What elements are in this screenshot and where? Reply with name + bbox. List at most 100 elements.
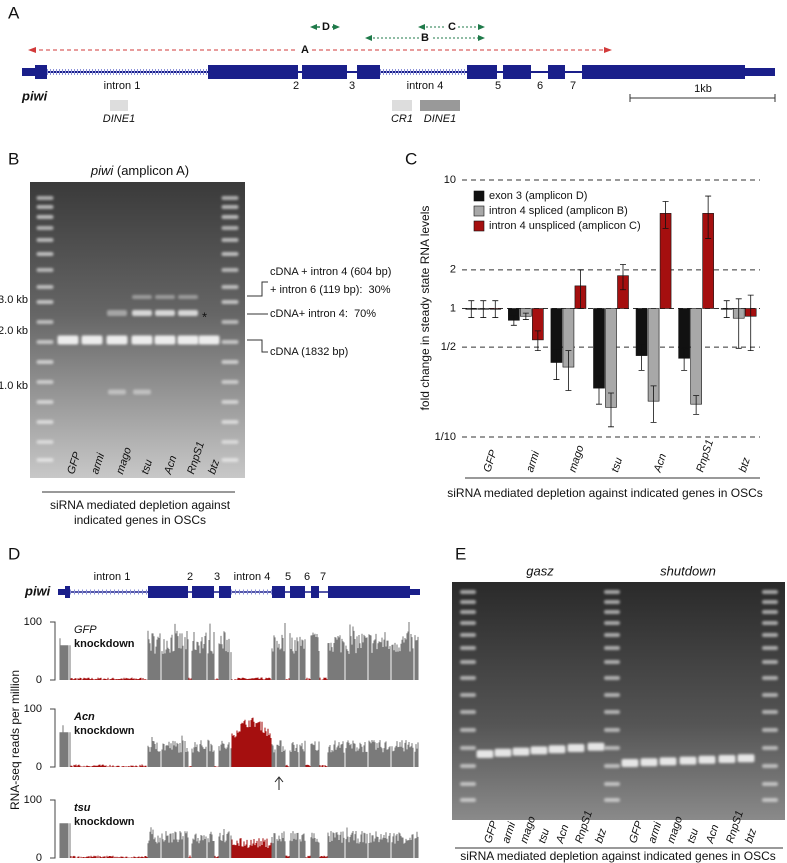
- feature-label: 5: [495, 80, 501, 92]
- gel-band: [57, 335, 79, 345]
- panel-c: C fold change in steady state RNA levels…: [405, 149, 763, 500]
- coverage-intron: [70, 677, 328, 680]
- lane-label: btz: [593, 827, 609, 845]
- ladder-band: [460, 676, 476, 680]
- panel-label: E: [455, 544, 466, 563]
- track-max: 100: [24, 616, 42, 628]
- error-bar: [492, 300, 499, 318]
- error-bar-line: [492, 300, 499, 318]
- lane-label: GFP: [627, 819, 646, 845]
- ladder-band: [762, 676, 778, 680]
- gel-band: [154, 335, 176, 345]
- legend-label: intron 4 spliced (amplicon B): [489, 205, 628, 217]
- x-tick-label: btz: [737, 456, 753, 474]
- ladder-band: [762, 782, 778, 786]
- repeat-box: [420, 100, 460, 111]
- error-bar: [480, 300, 487, 318]
- gel-band: [106, 335, 128, 345]
- gene-name: piwi: [24, 583, 51, 598]
- legend-label: exon 3 (amplicon D): [489, 190, 587, 202]
- repeat-box: [392, 100, 412, 111]
- error-bar-line: [705, 195, 712, 239]
- ladder-band: [762, 590, 778, 594]
- lane-label: tsu: [685, 827, 701, 845]
- panel-b: B piwi (amplicon A) 3.0 kb 2.0 kb 1.0 kb…: [0, 149, 391, 527]
- ladder-band: [221, 300, 239, 304]
- track-label-suffix: knockdown: [74, 816, 135, 828]
- x-tick-label: tsu: [609, 456, 625, 474]
- gel-band: [133, 389, 151, 395]
- size-label: 1.0 kb: [0, 380, 28, 392]
- track-min: 0: [36, 761, 42, 773]
- ladder-band: [604, 798, 620, 802]
- gel-band: [177, 335, 199, 345]
- caption: indicated genes in OSCs: [74, 513, 206, 527]
- error-bar-line: [522, 312, 529, 320]
- ladder-band: [36, 252, 54, 256]
- gel-band: [587, 742, 605, 751]
- legend-swatch: [473, 190, 485, 202]
- ladder-band: [36, 300, 54, 304]
- error-bar: [735, 298, 742, 349]
- error-bar-line: [596, 375, 602, 405]
- error-bar: [577, 269, 584, 309]
- error-bar: [468, 300, 475, 318]
- gel-band: [81, 335, 103, 345]
- error-bar-line: [608, 392, 614, 428]
- error-bar: [650, 385, 657, 423]
- ladder-band: [221, 215, 239, 219]
- ladder-band: [36, 458, 54, 462]
- bar: [690, 308, 702, 405]
- band-annotation: cDNA (1832 bp): [270, 346, 348, 358]
- caption: siRNA mediated depletion against indicat…: [460, 849, 776, 863]
- ladder-band: [604, 782, 620, 786]
- gel: [30, 182, 245, 478]
- track-min: 0: [36, 674, 42, 686]
- ladder-band: [604, 660, 620, 664]
- gel-band: [178, 310, 198, 316]
- lane-label: Acn: [704, 823, 722, 846]
- panel-label: D: [8, 544, 20, 563]
- error-bar: [681, 347, 688, 371]
- lane-label: btz: [743, 827, 759, 845]
- ladder-band: [460, 646, 476, 650]
- error-bar-line: [693, 395, 700, 415]
- track-label-suffix: knockdown: [74, 725, 135, 737]
- error-bar-line: [534, 330, 541, 352]
- ladder-band: [221, 205, 239, 209]
- error-bar-line: [723, 300, 730, 318]
- ladder-band: [460, 782, 476, 786]
- band-annotation: + intron 6 (119 bp): 30%: [270, 284, 391, 296]
- ladder-band: [36, 215, 54, 219]
- track-label-gene: GFP: [74, 624, 97, 636]
- feature-label: 3: [214, 571, 220, 583]
- ladder-band: [460, 764, 476, 768]
- ladder-band: [221, 252, 239, 256]
- error-bar-line: [735, 298, 742, 349]
- amplicon-label: A: [301, 44, 309, 56]
- gel-title-gene: piwi: [90, 163, 115, 178]
- ladder-band: [604, 728, 620, 732]
- ladder-band: [460, 728, 476, 732]
- legend-swatch: [473, 205, 485, 217]
- ladder-band: [604, 610, 620, 614]
- error-bar: [510, 315, 517, 326]
- amplicon-label: C: [448, 21, 456, 33]
- gel-band: [131, 335, 153, 345]
- error-bar-line: [638, 343, 645, 371]
- ladder-band: [36, 285, 54, 289]
- exons: [58, 586, 420, 598]
- band-annotation: cDNA + intron 4 (604 bp): [270, 266, 391, 278]
- error-bar-line: [681, 347, 688, 371]
- x-tick-label: RnpS1: [694, 438, 716, 474]
- legend-label: intron 4 unspliced (amplicon C): [489, 220, 641, 232]
- feature-label: 7: [320, 571, 326, 583]
- gel-band: [198, 335, 220, 345]
- track-axis: [50, 708, 56, 768]
- gel-band: [567, 744, 585, 752]
- ladder-band: [221, 380, 239, 384]
- ladder-band: [36, 380, 54, 384]
- ladder-band: [762, 646, 778, 650]
- size-label: 2.0 kb: [0, 325, 28, 337]
- feature-label: 6: [537, 80, 543, 92]
